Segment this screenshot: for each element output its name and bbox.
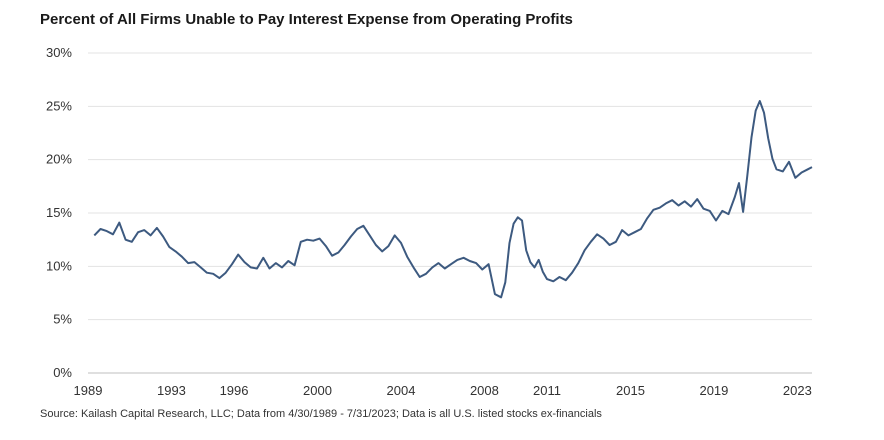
y-tick-label: 0% — [53, 365, 72, 380]
y-tick-label: 20% — [46, 152, 72, 167]
source-note: Source: Kailash Capital Research, LLC; D… — [40, 408, 602, 420]
x-tick-label: 1993 — [157, 383, 186, 398]
x-axis-ticks: 1989 1993 1996 2000 2004 2008 2011 2015 2019 2023 — [74, 383, 812, 398]
chart-title: Percent of All Firms Unable to Pay Inter… — [40, 11, 573, 28]
y-tick-label: 15% — [46, 205, 72, 220]
x-tick-label: 2015 — [616, 383, 645, 398]
series-line — [93, 100, 813, 299]
x-tick-label: 1989 — [74, 383, 103, 398]
y-tick-label: 25% — [46, 98, 72, 113]
x-tick-label: 2008 — [470, 383, 499, 398]
gridlines — [88, 52, 812, 321]
y-axis-ticks: 0% 5% 10% 15% 20% 25% 30% — [46, 45, 72, 380]
x-tick-label: 2000 — [303, 383, 332, 398]
x-tick-label: 2004 — [387, 383, 416, 398]
x-tick-label: 1996 — [220, 383, 249, 398]
y-tick-label: 30% — [46, 45, 72, 60]
y-tick-label: 10% — [46, 258, 72, 273]
x-tick-label: 2023 — [783, 383, 812, 398]
y-tick-label: 5% — [53, 312, 72, 327]
x-tick-label: 2019 — [699, 383, 728, 398]
x-tick-label: 2011 — [533, 383, 561, 398]
